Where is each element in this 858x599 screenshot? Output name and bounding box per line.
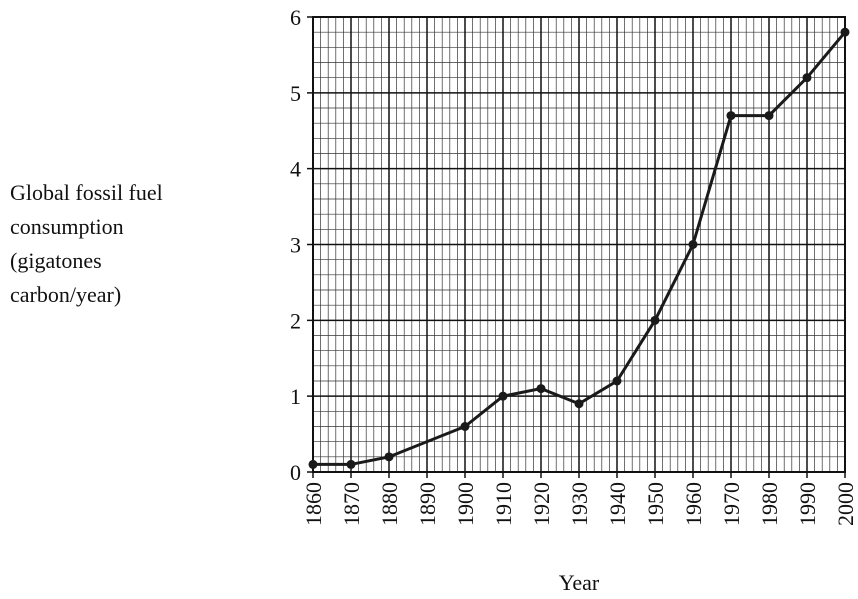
x-tick-label: 1920 — [529, 482, 554, 526]
x-tick-label: 1980 — [757, 482, 782, 526]
y-axis-label: consumption — [10, 214, 124, 239]
y-tick-label: 4 — [290, 157, 301, 182]
data-point — [764, 111, 774, 121]
y-tick-label: 2 — [290, 308, 301, 333]
data-point — [802, 73, 812, 83]
data-point — [384, 452, 394, 462]
data-point — [688, 240, 698, 249]
data-point — [574, 399, 584, 409]
data-point — [308, 459, 318, 469]
data-point — [536, 384, 546, 394]
data-point — [460, 422, 470, 431]
data-point — [650, 315, 660, 325]
x-tick-label: 2000 — [833, 482, 858, 526]
x-tick-label: 1870 — [339, 482, 364, 526]
x-tick-label: 1950 — [643, 482, 668, 526]
y-tick-label: 3 — [290, 233, 301, 258]
x-tick-label: 1990 — [795, 482, 820, 526]
y-axis-label: (gigatones — [10, 248, 102, 273]
y-tick-label: 1 — [290, 384, 301, 409]
y-tick-label: 5 — [290, 81, 301, 106]
x-tick-label: 1970 — [719, 482, 744, 526]
x-tick-label: 1960 — [681, 482, 706, 526]
data-point — [612, 376, 622, 386]
x-tick-label: 1940 — [605, 482, 630, 526]
x-tick-label: 1890 — [415, 482, 440, 526]
x-tick-label: 1860 — [301, 482, 326, 526]
data-line — [313, 31, 847, 466]
x-tick-label: 1880 — [377, 482, 402, 526]
x-tick-label: 1900 — [453, 482, 478, 526]
data-point — [726, 111, 736, 121]
y-axis-label: carbon/year) — [10, 282, 121, 307]
x-tick-label: 1910 — [491, 482, 516, 526]
y-axis-label: Global fossil fuel — [10, 180, 163, 205]
data-point — [498, 391, 508, 401]
x-tick-label: 1930 — [567, 482, 592, 526]
data-point — [840, 27, 850, 37]
x-axis-label: Year — [559, 570, 600, 595]
plot-frame — [312, 16, 846, 473]
data-point — [346, 459, 356, 469]
y-tick-label: 0 — [290, 460, 301, 485]
y-tick-label: 6 — [290, 5, 301, 30]
